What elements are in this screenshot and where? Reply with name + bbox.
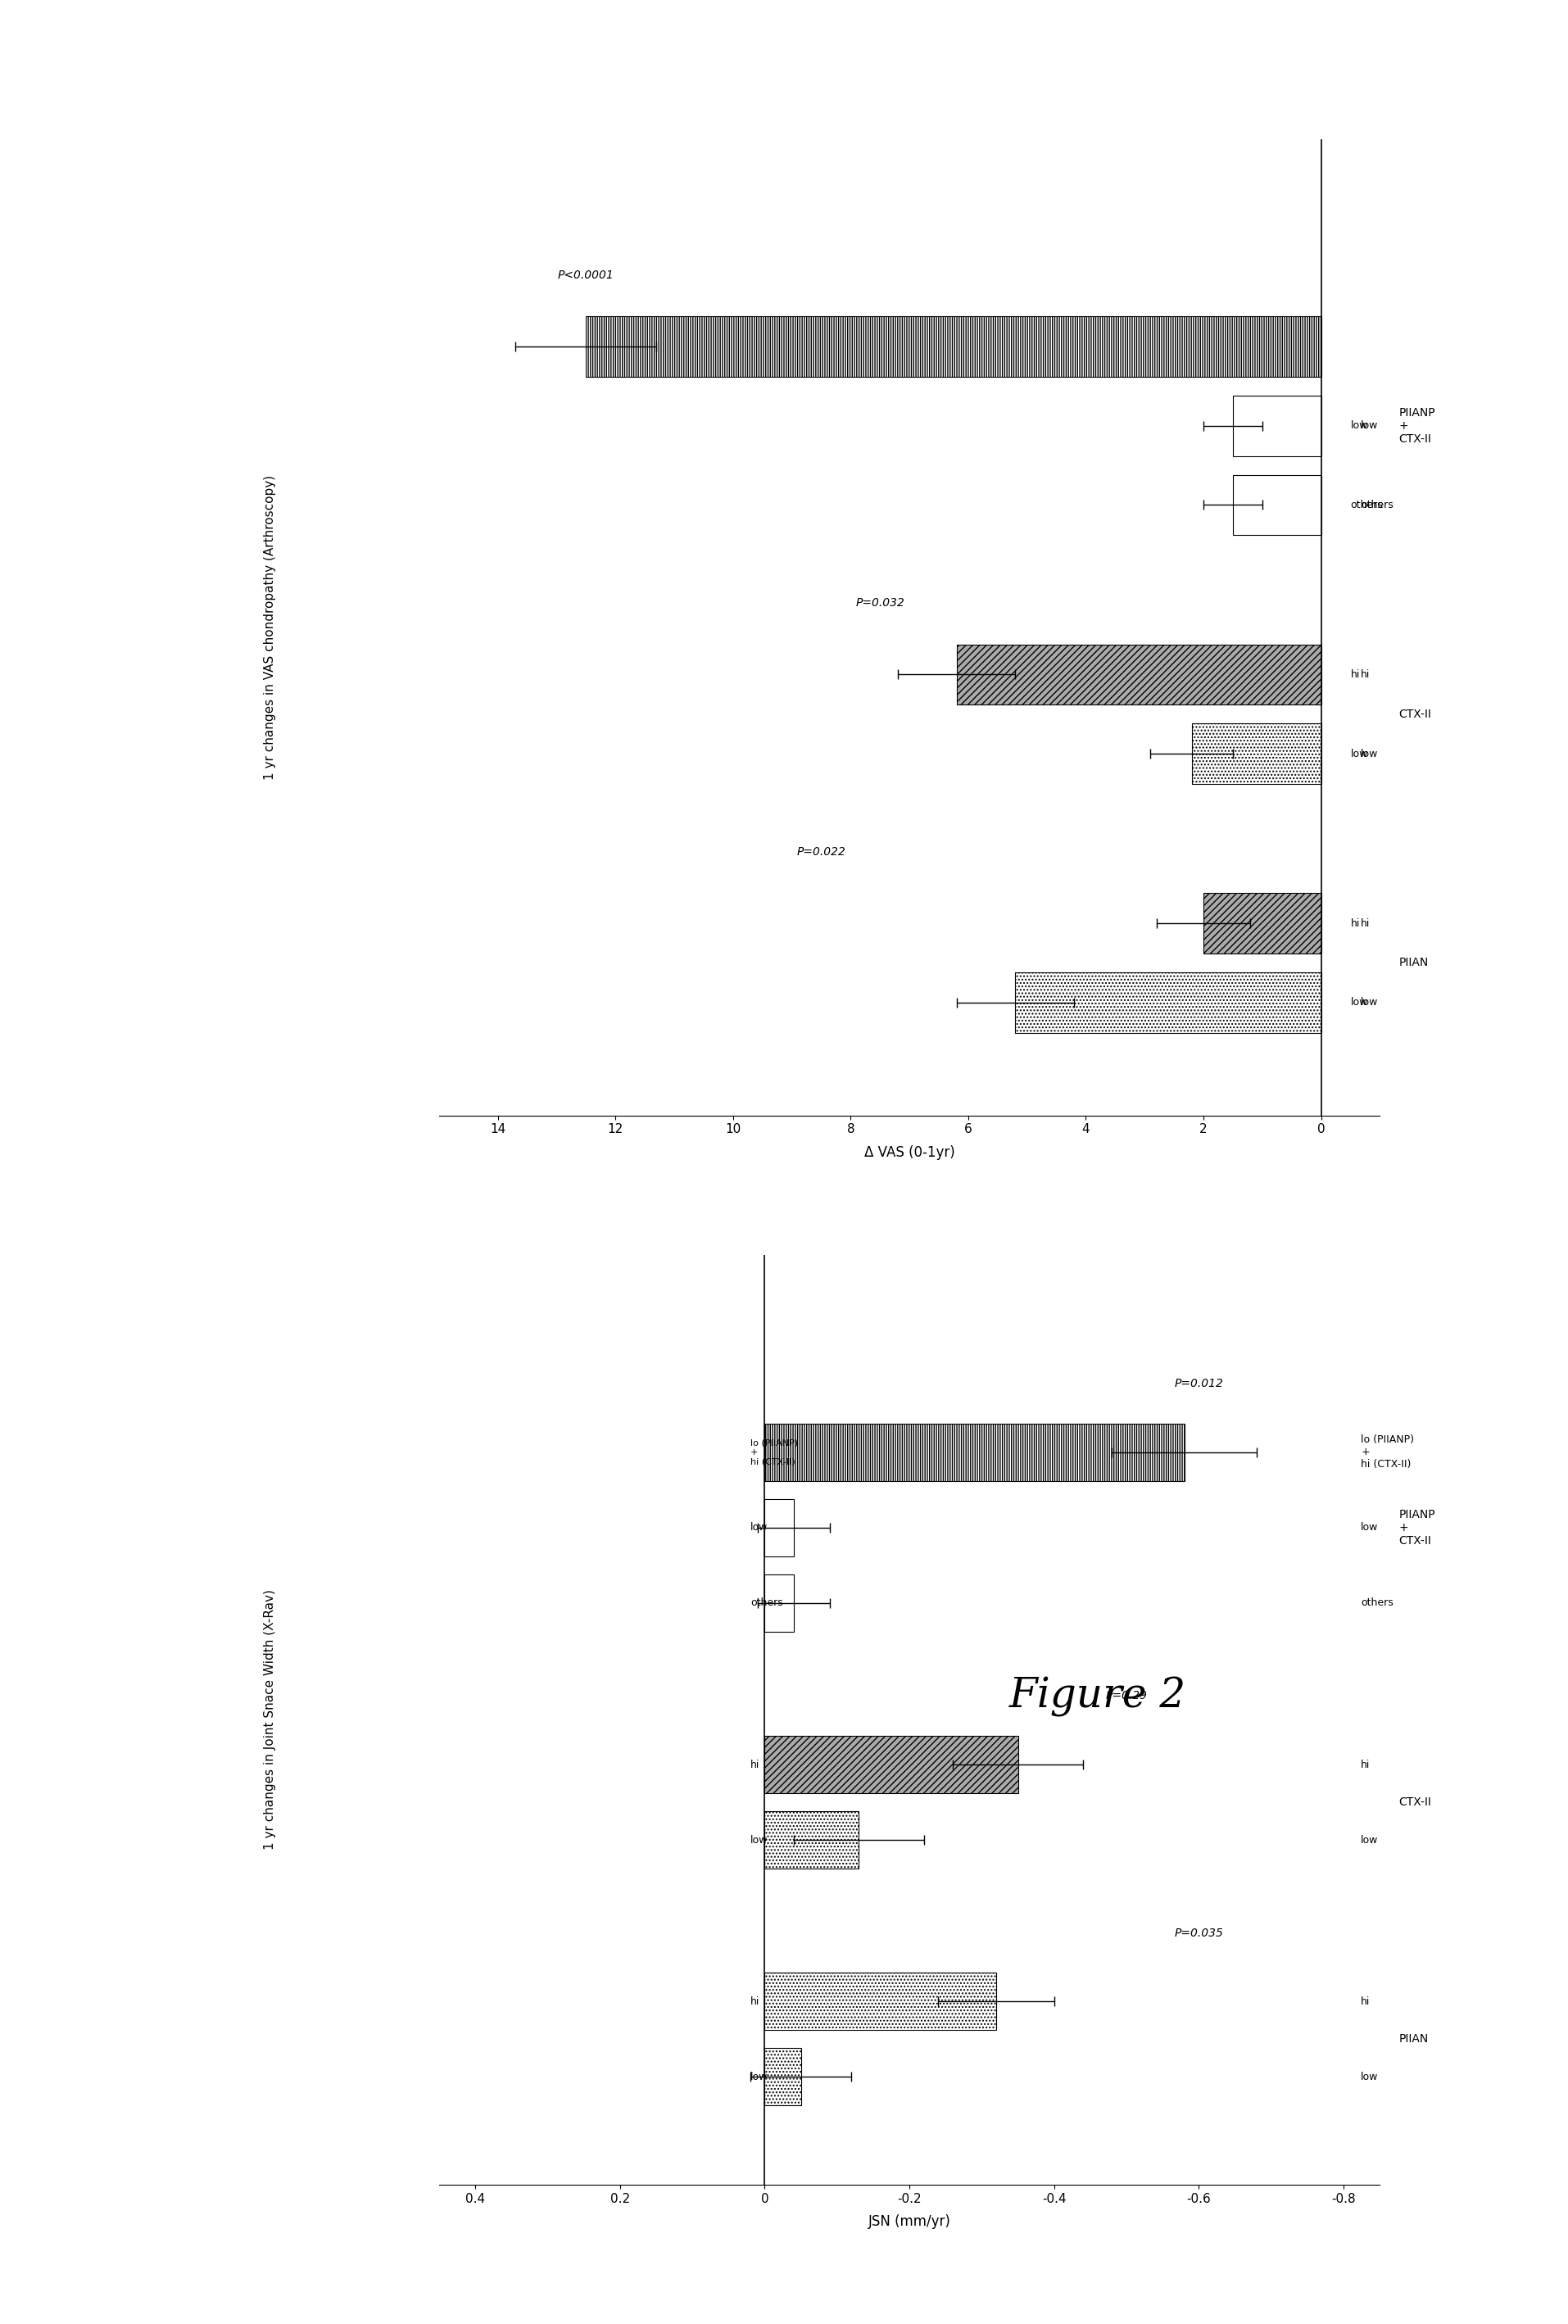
Bar [1232, 474, 1320, 535]
Text: P<0.0001: P<0.0001 [558, 270, 615, 281]
Text: low: low [1361, 997, 1378, 1009]
X-axis label: JSN (mm/yr): JSN (mm/yr) [869, 2215, 950, 2229]
Text: low: low [1361, 1522, 1378, 1534]
Text: lo (PIIANP)
+
hi (CTX-II): lo (PIIANP) + hi (CTX-II) [1361, 1434, 1414, 1471]
Text: low: low [1350, 748, 1367, 760]
Bar [1016, 971, 1320, 1032]
X-axis label: Δ VAS (0-1yr): Δ VAS (0-1yr) [864, 1146, 955, 1160]
Text: PIIAN: PIIAN [1399, 957, 1428, 969]
Text: CTX-II: CTX-II [1399, 709, 1432, 720]
Text: P=0.035: P=0.035 [1174, 1927, 1223, 1938]
Text: low: low [1361, 2071, 1378, 2082]
Text: CTX-II: CTX-II [1399, 1796, 1432, 1808]
Text: low: low [750, 2071, 768, 2082]
Text: low: low [1350, 997, 1367, 1009]
Text: PIIAN: PIIAN [1399, 2034, 1428, 2045]
Text: hi: hi [750, 1759, 759, 1771]
Text: low: low [750, 1522, 768, 1534]
Text: hi: hi [1350, 669, 1359, 681]
Text: 1 yr changes in Joint Snace Width (X-Rav): 1 yr changes in Joint Snace Width (X-Rav… [263, 1590, 276, 1850]
Text: low: low [1361, 1834, 1378, 1845]
Text: PIIANP
+
CTX-II: PIIANP + CTX-II [1399, 1508, 1435, 1548]
Text: 1 yr changes in VAS chondropathy (Arthroscopy): 1 yr changes in VAS chondropathy (Arthro… [263, 474, 276, 781]
Text: hi: hi [1361, 918, 1370, 930]
Text: P=0.012: P=0.012 [1174, 1378, 1223, 1390]
Bar [1232, 395, 1320, 456]
Bar [765, 1499, 793, 1557]
Text: hi: hi [1361, 1759, 1370, 1771]
Bar [1204, 892, 1320, 953]
Text: Figure 2: Figure 2 [1010, 1676, 1185, 1717]
Text: others: others [750, 1599, 782, 1608]
Bar [765, 2047, 801, 2106]
Bar [765, 1810, 859, 1868]
Bar [956, 644, 1320, 704]
Text: lo (PIIANP)
+
hi (CTX-II): lo (PIIANP) + hi (CTX-II) [750, 1439, 798, 1466]
Text: P=0.29: P=0.29 [1105, 1690, 1148, 1701]
Text: PIIANP
+
CTX-II: PIIANP + CTX-II [1399, 407, 1435, 444]
Text: hi: hi [1350, 918, 1359, 930]
Bar [1192, 723, 1320, 783]
Bar [586, 316, 1320, 376]
Text: hi: hi [750, 1996, 759, 2008]
Bar [765, 1736, 1018, 1794]
Text: low: low [1361, 748, 1378, 760]
Text: others: others [1361, 500, 1394, 511]
Text: others: others [1361, 1599, 1394, 1608]
Bar [765, 1425, 1184, 1480]
Text: hi: hi [1361, 1996, 1370, 2008]
Text: low: low [1361, 421, 1378, 432]
Text: P=0.022: P=0.022 [797, 846, 845, 858]
Text: low: low [1350, 421, 1367, 432]
Bar [765, 1973, 996, 2031]
Text: others: others [1350, 500, 1383, 511]
Text: P=0.032: P=0.032 [856, 597, 905, 609]
Text: hi: hi [1361, 669, 1370, 681]
Bar [765, 1573, 793, 1631]
Text: low: low [750, 1834, 768, 1845]
